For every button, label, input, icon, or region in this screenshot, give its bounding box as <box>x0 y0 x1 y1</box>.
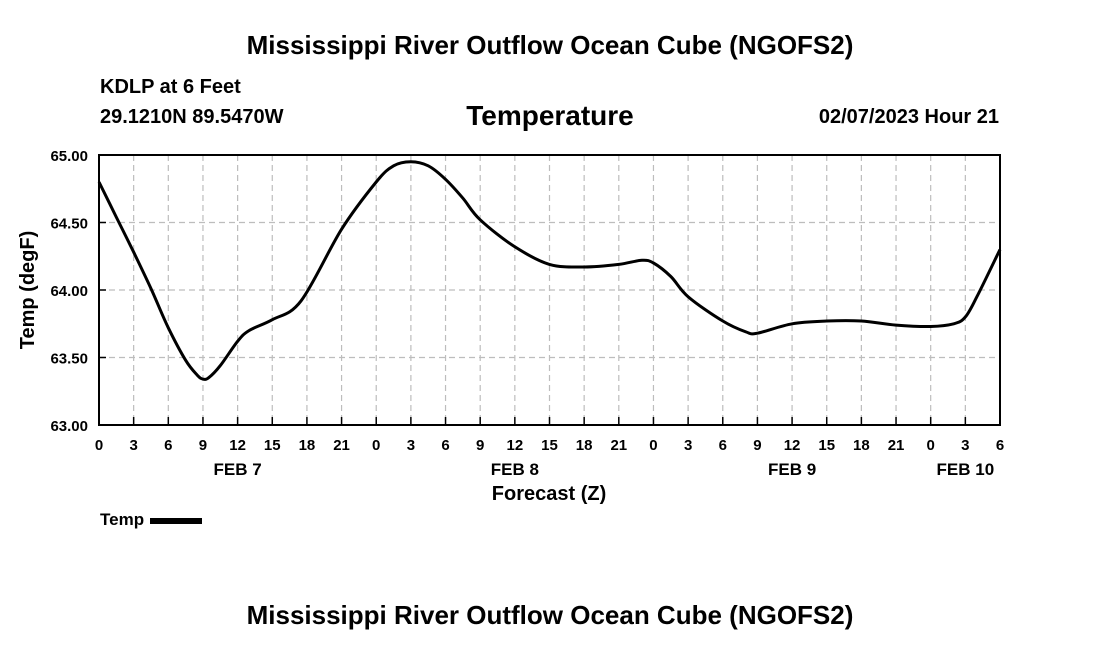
y-axis-label: Temp (degF) <box>17 231 39 350</box>
x-tick-label: 12 <box>507 437 524 454</box>
x-tick-label: 21 <box>333 437 350 454</box>
day-label: FEB 10 <box>937 460 995 479</box>
day-label: FEB 9 <box>768 460 816 479</box>
x-axis-label: Forecast (Z) <box>492 483 606 505</box>
legend-label-temp: Temp <box>100 510 145 529</box>
x-tick-label: 21 <box>610 437 627 454</box>
x-tick-label: 18 <box>576 437 593 454</box>
grid-lines <box>99 154 1000 426</box>
day-label: FEB 8 <box>491 460 539 479</box>
x-tick-label: 12 <box>784 437 801 454</box>
x-tick-label: 0 <box>372 437 380 454</box>
x-tick-label: 0 <box>95 437 103 454</box>
y-tick-label: 63.50 <box>50 351 88 368</box>
legend-swatch-temp <box>150 517 203 524</box>
station-coordinates: 29.1210N 89.5470W <box>100 106 284 128</box>
series-line-temp <box>97 160 1002 381</box>
temperature-chart: 63.00 63.50 64.00 64.50 65.00 0 3 6 9 12 15 18 21 0 3… <box>17 148 1004 505</box>
legend: Temp <box>100 510 203 530</box>
x-tick-label: 6 <box>996 437 1004 454</box>
y-tick-label: 65.00 <box>50 148 88 165</box>
x-tick-label: 3 <box>407 437 415 454</box>
x-axis: 0 3 6 9 12 15 18 21 0 3 6 9 12 15 18 21 0 3 6 9 12 15 18 21 0 3 6 <box>95 417 1004 454</box>
x-tick-label: 0 <box>649 437 657 454</box>
x-tick-label: 3 <box>961 437 969 454</box>
main-title-top: Mississippi River Outflow Ocean Cube (NG… <box>246 30 854 60</box>
x-tick-label: 9 <box>199 437 207 454</box>
x-tick-label: 21 <box>888 437 905 454</box>
x-tick-label: 12 <box>229 437 246 454</box>
x-tick-label: 9 <box>476 437 484 454</box>
x-tick-label: 15 <box>818 437 835 454</box>
day-labels: FEB 7 FEB 8 FEB 9 FEB 10 <box>214 460 995 479</box>
forecast-datetime: 02/07/2023 Hour 21 <box>818 106 999 128</box>
x-tick-label: 6 <box>719 437 727 454</box>
x-tick-label: 6 <box>164 437 172 454</box>
x-tick-label: 15 <box>264 437 281 454</box>
x-tick-label: 18 <box>299 437 316 454</box>
x-tick-label: 0 <box>927 437 935 454</box>
x-tick-label: 9 <box>753 437 761 454</box>
y-axis: 63.00 63.50 64.00 64.50 65.00 <box>50 148 106 435</box>
y-tick-label: 63.00 <box>50 418 88 435</box>
x-tick-label: 3 <box>684 437 692 454</box>
y-tick-label: 64.00 <box>50 283 88 300</box>
x-tick-label: 3 <box>129 437 137 454</box>
chart-title: Temperature <box>466 100 634 131</box>
x-tick-label: 6 <box>441 437 449 454</box>
y-tick-label: 64.50 <box>50 216 88 233</box>
station-label: KDLP at 6 Feet <box>100 76 241 98</box>
day-label: FEB 7 <box>214 460 262 479</box>
x-tick-label: 18 <box>853 437 870 454</box>
x-tick-label: 15 <box>541 437 558 454</box>
main-title-bottom: Mississippi River Outflow Ocean Cube (NG… <box>246 600 854 630</box>
